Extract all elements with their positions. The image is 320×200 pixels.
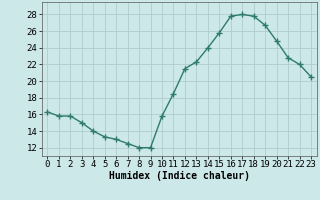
X-axis label: Humidex (Indice chaleur): Humidex (Indice chaleur) [109,171,250,181]
